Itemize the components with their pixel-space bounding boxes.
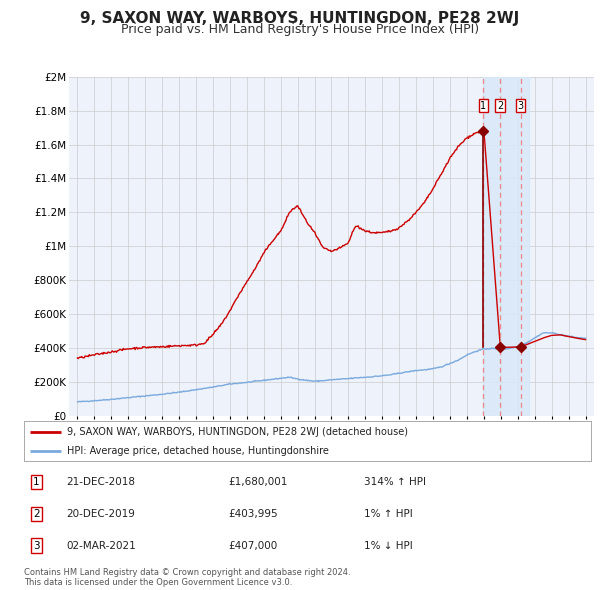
Text: 1: 1 — [33, 477, 40, 487]
Text: Contains HM Land Registry data © Crown copyright and database right 2024.
This d: Contains HM Land Registry data © Crown c… — [24, 568, 350, 587]
Bar — [482, 77, 529, 416]
Text: HPI: Average price, detached house, Huntingdonshire: HPI: Average price, detached house, Hunt… — [67, 445, 328, 455]
Text: Price paid vs. HM Land Registry's House Price Index (HPI): Price paid vs. HM Land Registry's House … — [121, 23, 479, 36]
Text: 3: 3 — [518, 100, 524, 110]
Text: 1: 1 — [481, 100, 487, 110]
Text: 3: 3 — [33, 540, 40, 550]
Text: 2: 2 — [497, 100, 503, 110]
Text: £1,680,001: £1,680,001 — [228, 477, 287, 487]
Text: 1% ↑ HPI: 1% ↑ HPI — [364, 509, 413, 519]
Text: £407,000: £407,000 — [228, 540, 277, 550]
Text: 21-DEC-2018: 21-DEC-2018 — [67, 477, 136, 487]
Text: 1% ↓ HPI: 1% ↓ HPI — [364, 540, 413, 550]
Text: 2: 2 — [33, 509, 40, 519]
Text: 314% ↑ HPI: 314% ↑ HPI — [364, 477, 426, 487]
Text: 9, SAXON WAY, WARBOYS, HUNTINGDON, PE28 2WJ (detached house): 9, SAXON WAY, WARBOYS, HUNTINGDON, PE28 … — [67, 427, 407, 437]
Text: 02-MAR-2021: 02-MAR-2021 — [67, 540, 136, 550]
Text: £403,995: £403,995 — [228, 509, 278, 519]
Text: 20-DEC-2019: 20-DEC-2019 — [67, 509, 136, 519]
Text: 9, SAXON WAY, WARBOYS, HUNTINGDON, PE28 2WJ: 9, SAXON WAY, WARBOYS, HUNTINGDON, PE28 … — [80, 11, 520, 25]
